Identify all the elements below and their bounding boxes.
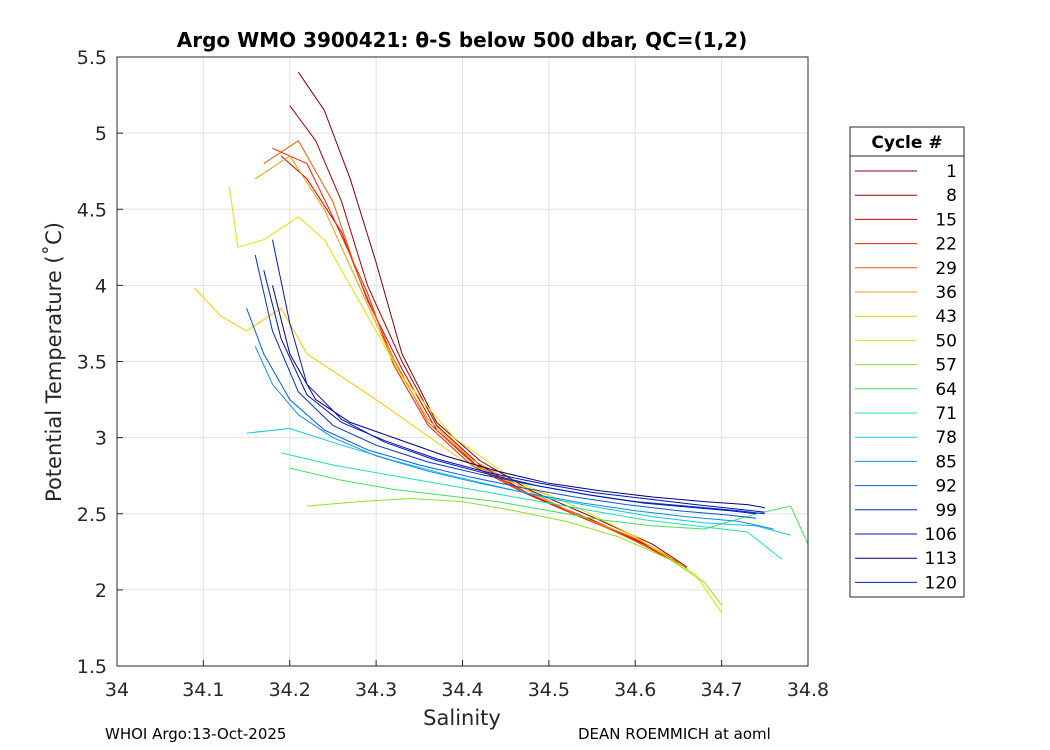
series-lines: [194, 71, 809, 613]
y-axis-ticks: 1.5 2 2.5 3 3.5 4 4.5 5 5.5: [77, 47, 123, 678]
x-tick-label: 34.2: [269, 679, 311, 701]
legend-label-cycle-113: 113: [925, 549, 957, 569]
series-line-cycle-92: [246, 308, 757, 519]
y-tick-label: 3.5: [77, 352, 107, 374]
y-tick-label: 3: [95, 428, 107, 450]
legend-label-cycle-85: 85: [935, 452, 957, 472]
series-line-cycle-36: [254, 155, 671, 557]
y-tick-label: 2: [95, 580, 107, 602]
legend-label-cycle-50: 50: [935, 331, 957, 351]
series-line-cycle-85: [254, 346, 774, 530]
x-tick-label: 34: [105, 679, 129, 701]
legend-label-cycle-36: 36: [935, 283, 957, 303]
series-line-cycle-71: [280, 452, 783, 560]
x-tick-label: 34.3: [355, 679, 397, 701]
series-line-cycle-1: [297, 71, 688, 568]
footer-left: WHOI Argo:13-Oct-2025: [105, 725, 287, 743]
y-tick-label: 4.5: [77, 199, 107, 221]
series-line-cycle-99: [254, 254, 765, 515]
x-tick-label: 34.4: [441, 679, 483, 701]
series-line-cycle-29: [263, 140, 671, 560]
series-line-cycle-57: [306, 498, 722, 606]
series-line-cycle-106: [263, 270, 765, 513]
legend-label-cycle-1: 1: [946, 162, 957, 182]
legend-label-cycle-99: 99: [935, 501, 957, 521]
legend-label-cycle-15: 15: [935, 210, 957, 230]
legend-label-cycle-57: 57: [935, 356, 957, 376]
y-tick-label: 1.5: [77, 656, 107, 678]
legend-label-cycle-106: 106: [925, 525, 957, 545]
legend-label-cycle-71: 71: [935, 404, 957, 424]
legend-label-cycle-92: 92: [935, 477, 957, 497]
x-tick-label: 34.1: [182, 679, 224, 701]
x-tick-label: 34.5: [528, 679, 570, 701]
legend-label-cycle-29: 29: [935, 259, 957, 279]
legend-label-cycle-78: 78: [935, 428, 957, 448]
legend: Cycle # 18152229364350576471788592991061…: [849, 126, 965, 598]
series-line-cycle-120: [272, 239, 757, 515]
footer-right: DEAN ROEMMICH at aoml: [578, 725, 771, 743]
y-axis-label: Potential Temperature (˚C): [42, 222, 66, 502]
legend-box: [849, 126, 965, 598]
legend-title: Cycle #: [871, 133, 942, 153]
x-axis-ticks: 34 34.1 34.2 34.3 34.4 34.5 34.6 34.7 34.8: [105, 660, 829, 701]
series-line-cycle-50: [228, 186, 723, 613]
y-tick-label: 5.5: [77, 47, 107, 69]
y-tick-label: 2.5: [77, 504, 107, 526]
legend-label-cycle-43: 43: [935, 307, 957, 327]
series-line-cycle-113: [272, 285, 765, 509]
series-line-cycle-43: [194, 288, 550, 496]
legend-label-cycle-22: 22: [935, 235, 957, 255]
grid-lines: [116, 56, 809, 667]
x-axis-label: Salinity: [423, 706, 501, 730]
legend-entries: 1 8 15 22 29 36 43 50 57 64 71 78 85 92 99 106 113 120: [855, 162, 957, 593]
y-tick-label: 4: [95, 275, 107, 297]
legend-label-cycle-64: 64: [935, 380, 957, 400]
chart-title: Argo WMO 3900421: θ-S below 500 dbar, QC…: [177, 28, 747, 52]
x-tick-label: 34.8: [787, 679, 829, 701]
legend-label-cycle-8: 8: [946, 186, 957, 206]
y-tick-label: 5: [95, 123, 107, 145]
x-tick-label: 34.7: [700, 679, 742, 701]
x-tick-label: 34.6: [614, 679, 656, 701]
legend-label-cycle-120: 120: [925, 573, 957, 593]
series-line-cycle-64: [289, 467, 809, 545]
